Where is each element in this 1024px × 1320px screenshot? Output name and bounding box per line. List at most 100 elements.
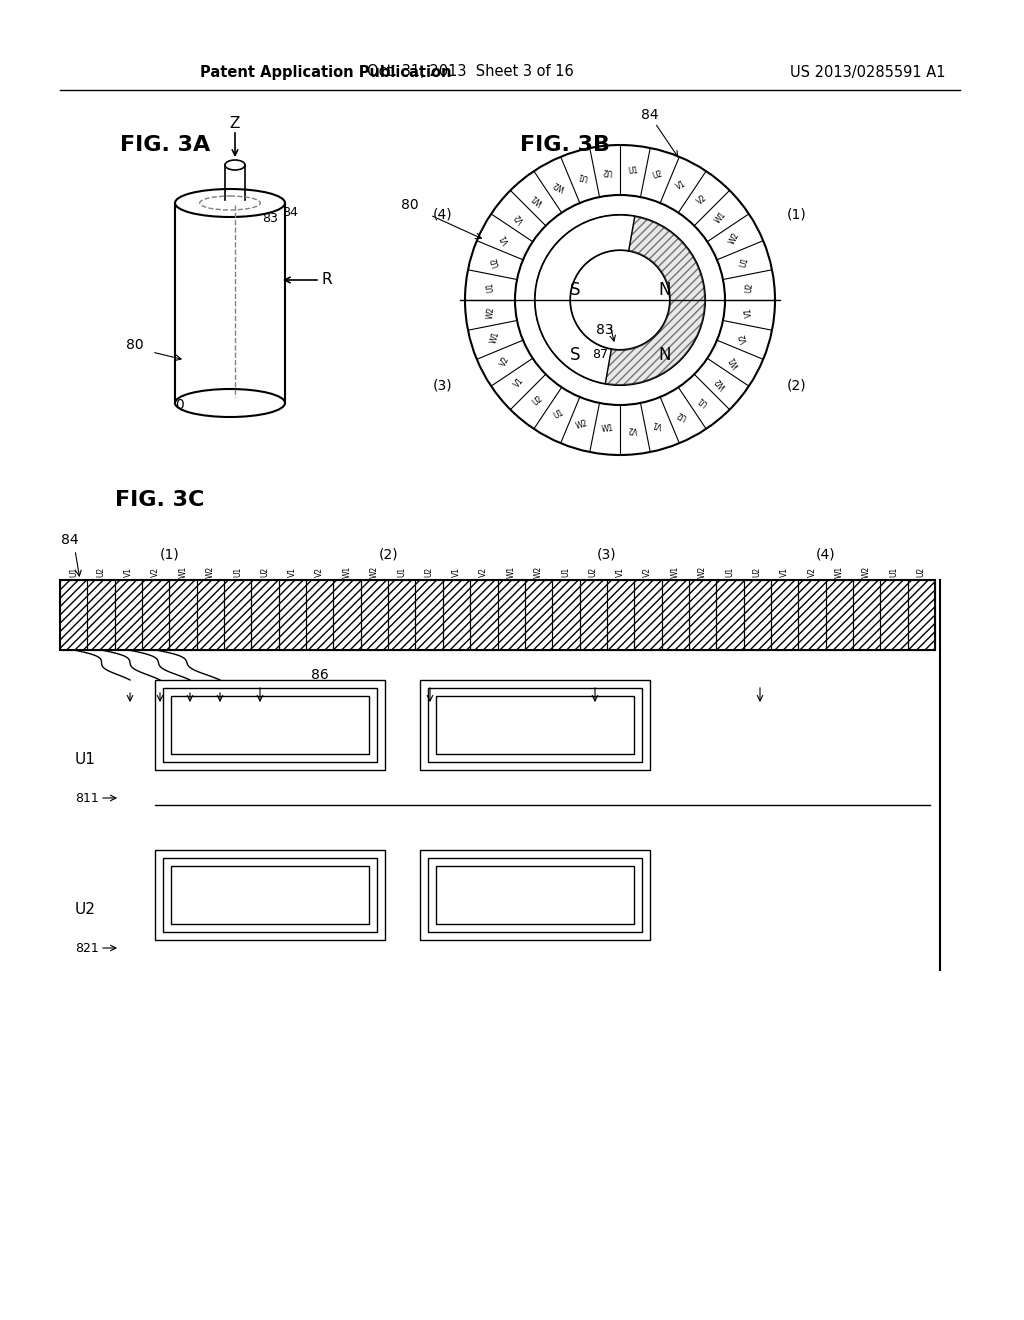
Text: W1: W1 xyxy=(835,566,844,578)
Text: V1: V1 xyxy=(499,232,512,246)
Text: U1: U1 xyxy=(695,393,710,408)
Text: U2: U2 xyxy=(75,903,95,917)
Text: V1: V1 xyxy=(513,376,526,389)
Bar xyxy=(171,696,369,754)
Text: V2: V2 xyxy=(152,568,160,577)
Text: U1: U1 xyxy=(70,566,78,577)
Bar xyxy=(428,688,642,762)
Text: 811: 811 xyxy=(75,792,99,804)
Bar xyxy=(662,579,689,649)
Text: W1: W1 xyxy=(530,193,545,207)
Text: U2: U2 xyxy=(489,256,502,268)
Bar xyxy=(197,579,224,649)
Text: (1): (1) xyxy=(160,548,179,562)
Text: S: S xyxy=(569,281,581,300)
Circle shape xyxy=(570,249,670,350)
Bar xyxy=(87,579,115,649)
Bar xyxy=(436,696,634,754)
Bar xyxy=(252,579,279,649)
Text: V2: V2 xyxy=(315,568,325,577)
Text: Patent Application Publication: Patent Application Publication xyxy=(200,65,452,79)
Text: V1: V1 xyxy=(288,568,297,577)
Text: R: R xyxy=(322,272,333,288)
Text: U2: U2 xyxy=(589,566,598,577)
Text: U1: U1 xyxy=(628,165,638,176)
Bar xyxy=(853,579,881,649)
Text: S: S xyxy=(569,346,581,364)
Text: W2: W2 xyxy=(713,375,728,391)
Text: U2: U2 xyxy=(602,165,612,176)
Text: V2: V2 xyxy=(628,425,638,434)
Text: W1: W1 xyxy=(507,566,516,578)
Text: U1: U1 xyxy=(233,566,243,577)
Text: W2: W2 xyxy=(485,306,496,319)
Text: U1: U1 xyxy=(725,566,734,577)
Text: (1): (1) xyxy=(787,207,807,222)
Text: 80: 80 xyxy=(126,338,143,352)
Bar xyxy=(155,850,385,940)
Bar xyxy=(498,579,525,649)
Text: V2: V2 xyxy=(479,568,488,577)
Text: U1: U1 xyxy=(890,566,898,577)
Text: U2: U2 xyxy=(744,281,755,293)
Text: W1: W1 xyxy=(178,566,187,578)
Text: U1: U1 xyxy=(75,752,95,767)
Bar xyxy=(388,579,416,649)
Bar xyxy=(163,688,377,762)
Text: W2: W2 xyxy=(862,566,871,578)
Text: W2: W2 xyxy=(728,231,741,247)
Text: 0: 0 xyxy=(176,399,184,412)
Text: V2: V2 xyxy=(738,331,751,343)
Bar xyxy=(155,680,385,770)
Bar xyxy=(689,579,716,649)
Text: (2): (2) xyxy=(378,548,398,562)
Text: U2: U2 xyxy=(96,566,105,577)
Text: U2: U2 xyxy=(651,170,664,181)
Text: (4): (4) xyxy=(433,207,453,222)
Bar xyxy=(428,858,642,932)
Text: V2: V2 xyxy=(499,355,512,368)
Text: U1: U1 xyxy=(577,170,589,181)
Bar xyxy=(580,579,607,649)
Text: (2): (2) xyxy=(787,379,807,392)
Text: N: N xyxy=(658,346,672,364)
Text: V1: V1 xyxy=(616,568,625,577)
Text: V1: V1 xyxy=(651,418,664,430)
Bar xyxy=(881,579,907,649)
Text: U1: U1 xyxy=(738,256,751,268)
Bar xyxy=(907,579,935,649)
Text: 83: 83 xyxy=(596,323,613,337)
Bar xyxy=(163,858,377,932)
Text: U1: U1 xyxy=(561,566,570,577)
Text: V1: V1 xyxy=(780,568,790,577)
Text: U2: U2 xyxy=(675,408,688,421)
Text: W2: W2 xyxy=(698,566,708,578)
Text: Oct. 31, 2013  Sheet 3 of 16: Oct. 31, 2013 Sheet 3 of 16 xyxy=(367,65,573,79)
Text: V1: V1 xyxy=(675,180,688,191)
Text: W2: W2 xyxy=(206,566,215,578)
Text: W2: W2 xyxy=(575,418,590,430)
Bar xyxy=(743,579,771,649)
Bar xyxy=(279,579,306,649)
Bar xyxy=(552,579,580,649)
Bar xyxy=(60,579,87,649)
Text: U2: U2 xyxy=(425,566,433,577)
Bar xyxy=(436,866,634,924)
Text: (4): (4) xyxy=(816,548,836,562)
Text: V1: V1 xyxy=(452,568,461,577)
Text: FIG. 3A: FIG. 3A xyxy=(120,135,210,154)
Text: V1: V1 xyxy=(124,568,133,577)
Bar xyxy=(142,579,169,649)
Text: V1: V1 xyxy=(744,308,755,318)
Bar xyxy=(470,579,498,649)
Bar xyxy=(525,579,552,649)
Bar xyxy=(799,579,825,649)
Text: 87: 87 xyxy=(592,348,608,362)
Text: V2: V2 xyxy=(808,568,816,577)
Bar xyxy=(416,579,442,649)
Bar xyxy=(224,579,252,649)
Text: V2: V2 xyxy=(695,193,710,206)
Text: U1: U1 xyxy=(485,281,496,293)
Text: W2: W2 xyxy=(551,178,566,193)
Bar xyxy=(60,579,935,649)
